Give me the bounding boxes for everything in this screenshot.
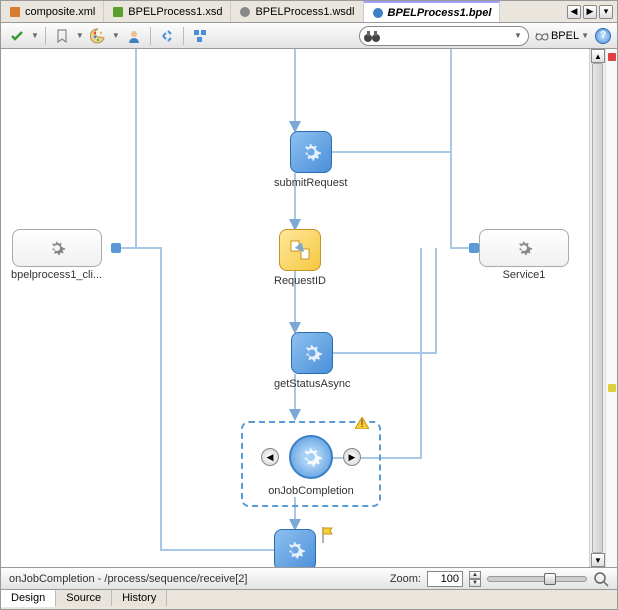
assign-icon [288, 238, 312, 262]
zoom-slider[interactable] [487, 576, 587, 582]
node-label: onJobCompletion [268, 485, 354, 497]
warning-marker[interactable] [608, 384, 616, 392]
link-button[interactable] [157, 26, 177, 46]
btab-source[interactable]: Source [56, 590, 112, 606]
tab-xsd[interactable]: BPELProcess1.xsd [104, 1, 231, 22]
scroll-up[interactable]: ▲ [591, 49, 605, 63]
node-request-id[interactable]: RequestID [274, 229, 326, 287]
btab-design[interactable]: Design [1, 590, 56, 607]
tab-label: BPELProcess1.wsdl [255, 6, 354, 18]
warning-icon: ! [355, 417, 369, 429]
bottom-tab-bar: Design Source History [1, 589, 617, 609]
zoom-spin-up[interactable]: ▲ [469, 571, 481, 579]
editor-tab-bar: composite.xml BPELProcess1.xsd BPELProce… [1, 1, 617, 23]
vertical-scrollbar[interactable]: ▲ ▼ [589, 49, 605, 567]
scroll-down[interactable]: ▼ [591, 553, 605, 567]
partner-label: bpelprocess1_cli... [11, 269, 102, 281]
search-box: ▼ [359, 26, 529, 46]
bpel-dropdown[interactable]: BPEL ▼ [535, 29, 589, 43]
editor-toolbar: ▼ ▼ ▼ ▼ [1, 23, 617, 49]
zoom-fit-icon[interactable] [593, 571, 609, 587]
tab-bpel[interactable]: BPELProcess1.bpel [364, 1, 501, 22]
zoom-thumb[interactable] [544, 573, 556, 585]
breakpoint-flag-icon [321, 527, 335, 543]
scope-prev[interactable]: ◀ [261, 448, 279, 466]
palette-button[interactable] [88, 26, 108, 46]
node-label: getStatusAsync [274, 378, 350, 390]
tab-list[interactable]: ▾ [599, 5, 613, 19]
diagram-canvas-area: submitRequest RequestID getStatusAsync [1, 49, 617, 567]
binoculars-icon [363, 29, 381, 43]
btab-history[interactable]: History [112, 590, 167, 606]
partner-link-left[interactable]: bpelprocess1_cli... [11, 229, 102, 281]
tab-label: BPELProcess1.bpel [388, 7, 492, 19]
zoom-spin-down[interactable]: ▼ [469, 579, 481, 587]
tab-scroll-left[interactable]: ◀ [567, 5, 581, 19]
tab-wsdl[interactable]: BPELProcess1.wsdl [231, 1, 363, 22]
tab-label: BPELProcess1.xsd [128, 6, 222, 18]
search-input[interactable] [381, 28, 511, 44]
svg-text:!: ! [360, 418, 363, 429]
tab-composite[interactable]: composite.xml [1, 1, 104, 22]
node-final[interactable] [274, 529, 316, 567]
node-get-status-async[interactable]: getStatusAsync [274, 332, 350, 390]
partner-label: Service1 [503, 269, 546, 281]
breadcrumb-path: onJobCompletion - /process/sequence/rece… [9, 573, 247, 585]
bpel-label: BPEL [551, 30, 579, 42]
node-on-job-completion[interactable]: ! ◀ ▶ onJobCompletion [241, 421, 381, 507]
layout-button[interactable] [190, 26, 210, 46]
node-submit-request[interactable]: submitRequest [274, 131, 347, 189]
partner-link-right[interactable]: Service1 [479, 229, 569, 281]
minimap-gutter[interactable] [605, 49, 617, 567]
dropdown-arrow[interactable]: ▼ [31, 31, 39, 40]
validate-button[interactable] [7, 26, 27, 46]
dropdown-arrow[interactable]: ▼ [76, 31, 84, 40]
dropdown-arrow[interactable]: ▼ [112, 31, 120, 40]
tab-nav: ◀ ▶ ▾ [567, 5, 617, 19]
error-marker[interactable] [608, 53, 616, 61]
glasses-icon [535, 29, 549, 43]
diagram-canvas[interactable]: submitRequest RequestID getStatusAsync [1, 49, 617, 567]
zoom-input[interactable] [427, 571, 463, 587]
search-dropdown[interactable]: ▼ [511, 31, 525, 40]
node-label: RequestID [274, 275, 326, 287]
scope-activity[interactable] [289, 435, 333, 479]
zoom-label: Zoom: [390, 573, 421, 585]
scope-next[interactable]: ▶ [343, 448, 361, 466]
user-button[interactable] [124, 26, 144, 46]
tab-label: composite.xml [25, 6, 95, 18]
help-button[interactable]: ? [595, 28, 611, 44]
node-label: submitRequest [274, 177, 347, 189]
status-bar: onJobCompletion - /process/sequence/rece… [1, 567, 617, 589]
bookmark-button[interactable] [52, 26, 72, 46]
tab-scroll-right[interactable]: ▶ [583, 5, 597, 19]
